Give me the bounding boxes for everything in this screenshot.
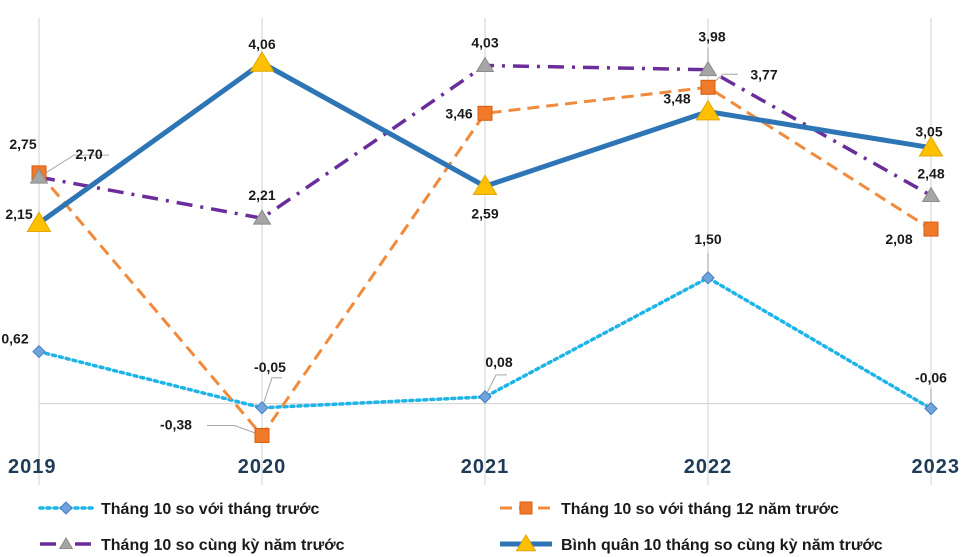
series-line-2	[37, 85, 932, 437]
data-label-s4-2019: 2,15	[5, 206, 32, 222]
series-3-point-2021	[475, 56, 495, 72]
data-label-s1-2021: 0,08	[485, 354, 512, 370]
data-label-s2-2020: -0,38	[160, 416, 192, 432]
legend-item-2: Tháng 10 so với tháng 12 năm trước	[500, 501, 839, 518]
data-label-s1-2019: 0,62	[1, 331, 28, 347]
series-3-point-2023	[921, 186, 941, 203]
legend-item-1: Tháng 10 so với tháng trước	[38, 501, 319, 518]
series-4-point-2023	[918, 135, 944, 157]
series-4-point-2020	[249, 50, 275, 72]
series-3-point-2022	[698, 60, 718, 77]
x-axis-ticks: 2019 2020 2021 2022 2023	[8, 456, 961, 478]
series-4-point-2022	[695, 99, 721, 121]
data-label-s3-2022: 3,98	[698, 29, 725, 45]
series-1-point-2019	[32, 344, 46, 359]
series-3-point-2020	[252, 209, 272, 225]
series-1-point-2020	[255, 401, 269, 415]
series-4-point-2021	[472, 174, 498, 196]
x-tick-2019: 2019	[8, 456, 57, 478]
data-label-s1-2022: 1,50	[694, 231, 721, 247]
x-tick-2023: 2023	[912, 456, 961, 478]
legend-marker-3	[58, 537, 74, 549]
chart-markers	[26, 50, 944, 443]
legend-label-2: Tháng 10 so với tháng 12 năm trước	[561, 501, 839, 518]
chart-grid	[38, 18, 932, 485]
legend-marker-1	[59, 501, 73, 515]
data-label-s1-2023: -0,06	[915, 370, 947, 386]
series-1-point-2021	[478, 390, 492, 404]
legend-label-3: Tháng 10 so cùng kỳ năm trước	[101, 537, 345, 554]
data-label-s2-2019: 2,75	[9, 136, 36, 152]
leader-line-2	[207, 424, 263, 436]
series-2-point-2021	[477, 105, 493, 121]
leader-line-4	[484, 374, 507, 398]
data-labels: 0,62 -0,05 0,08 1,50 -0,06 2,75 -0,38 3,46 3,77 2…	[1, 29, 947, 433]
data-label-s3-2019: 2,70	[75, 146, 102, 162]
data-label-s2-2022: 3,77	[750, 66, 777, 82]
data-label-s4-2020: 4,06	[248, 36, 275, 52]
x-tick-2021: 2021	[461, 456, 510, 478]
data-label-s4-2022: 3,48	[663, 91, 690, 107]
series-3-point-2019	[29, 168, 49, 184]
legend-label-4: Bình quân 10 tháng so cùng kỳ năm trước	[561, 537, 883, 554]
legend-marker-2	[519, 501, 533, 515]
data-label-s3-2023: 2,48	[917, 166, 944, 182]
data-label-s3-2020: 2,21	[248, 187, 275, 203]
series-2-point-2020	[254, 427, 270, 443]
legend-item-4: Bình quân 10 tháng so cùng kỳ năm trước	[500, 534, 883, 554]
legend-label-1: Tháng 10 so với tháng trước	[101, 501, 319, 518]
data-label-s3-2021: 4,03	[471, 34, 498, 50]
data-label-s2-2023: 2,08	[885, 231, 912, 247]
leader-line-3	[261, 377, 282, 408]
series-line-1	[37, 276, 933, 411]
data-label-s4-2023: 3,05	[915, 124, 942, 140]
x-tick-2022: 2022	[684, 456, 733, 478]
legend-marker-4	[515, 534, 537, 552]
data-label-s4-2021: 2,59	[471, 205, 498, 221]
x-tick-2020: 2020	[238, 456, 287, 478]
series-2-point-2023	[923, 221, 939, 237]
series-4-point-2019	[26, 211, 52, 232]
legend-item-3: Tháng 10 so cùng kỳ năm trước	[40, 537, 345, 554]
series-1-point-2022	[701, 271, 715, 285]
data-label-s2-2021: 3,46	[445, 105, 472, 121]
data-label-s1-2020: -0,05	[254, 359, 286, 375]
series-2-point-2022	[700, 79, 716, 95]
leader-line-1	[38, 154, 109, 178]
chart-legend: Tháng 10 so với tháng trước Tháng 10 so v…	[38, 501, 883, 554]
series-1-point-2023	[924, 401, 938, 416]
